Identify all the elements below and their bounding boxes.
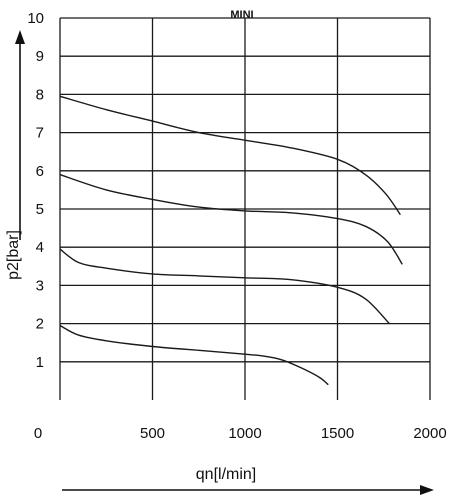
x-axis-label: qn[l/min] [196, 466, 256, 483]
x-tick-label: 0 [34, 425, 42, 442]
y-tick-label: 8 [36, 86, 44, 103]
x-axis-arrow-head [420, 485, 434, 495]
y-tick-label: 7 [36, 125, 44, 142]
series-line-1 [59, 95, 401, 216]
y-tick-label: 3 [36, 277, 44, 294]
series-line-2 [59, 173, 403, 265]
y-axis-label: p2[bar] [5, 230, 22, 280]
y-tick-label: 2 [36, 316, 44, 333]
y-tick-labels: 1 2 3 4 5 6 7 8 9 10 [27, 10, 44, 371]
grid [59, 17, 431, 400]
series-group [59, 95, 403, 386]
y-tick-label: 1 [36, 354, 44, 371]
y-tick-label: 5 [36, 201, 44, 218]
x-tick-label: 1000 [228, 425, 261, 442]
y-tick-label: 6 [36, 163, 44, 180]
x-tick-label: 1500 [321, 425, 354, 442]
y-tick-label: 9 [36, 48, 44, 65]
y-tick-label: 10 [27, 10, 44, 27]
x-tick-label: 500 [140, 425, 165, 442]
x-tick-label: 2000 [413, 425, 446, 442]
x-tick-labels: 0 500 1000 1500 2000 [34, 425, 447, 442]
y-tick-label: 4 [36, 239, 44, 256]
y-axis-arrow-head [15, 30, 25, 44]
chart-title: MINI [230, 9, 253, 21]
series-line-4 [59, 324, 329, 386]
series-line-3 [59, 248, 390, 325]
